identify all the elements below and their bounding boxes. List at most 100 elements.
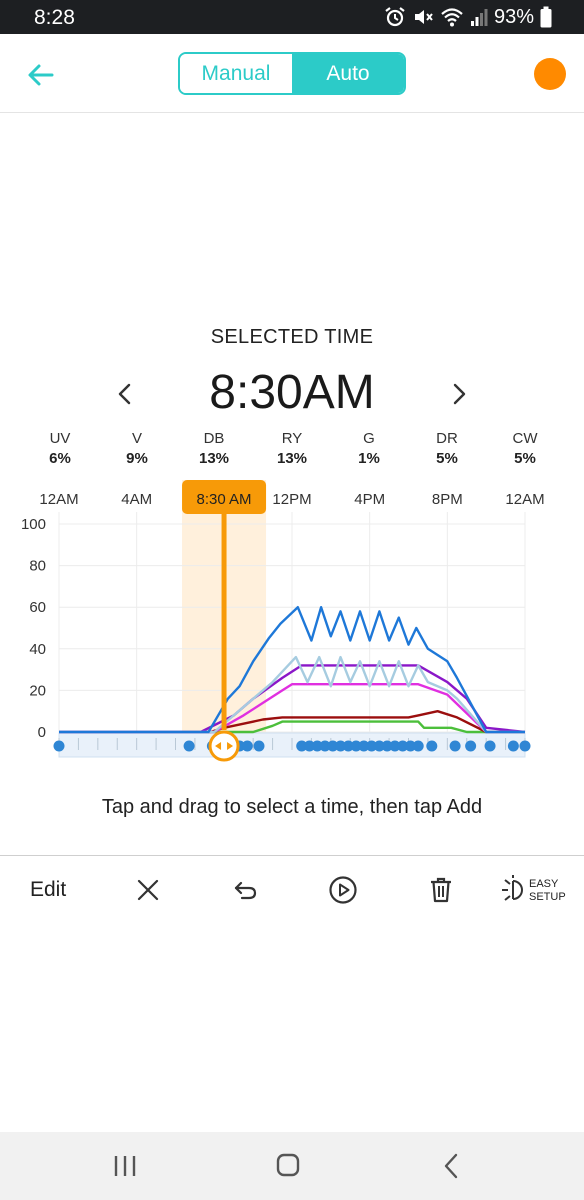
system-nav-bar <box>0 1132 584 1200</box>
status-time: 8:28 <box>34 6 75 29</box>
schedule-point <box>465 740 477 752</box>
mode-toggle[interactable]: Manual Auto <box>178 52 406 95</box>
home-icon <box>276 1153 300 1177</box>
alarm-icon <box>385 7 405 27</box>
schedule-chart[interactable]: 100 80 60 40 20 0 12AM 4AM 8:30 AM 12PM 4PM 8PM 12AM <box>0 476 584 766</box>
easy-setup-label[interactable]: EASY SETUP <box>529 878 566 904</box>
system-back-button[interactable] <box>434 1150 470 1182</box>
x-tick-label: 12PM <box>272 491 311 508</box>
schedule-point <box>183 740 195 752</box>
schedule-point <box>366 740 378 752</box>
delete-button[interactable] <box>423 872 459 908</box>
easy-setup-line1: EASY <box>529 878 559 890</box>
schedule-point <box>449 740 461 752</box>
previous-time-button[interactable] <box>110 379 140 409</box>
undo-button[interactable] <box>227 872 263 908</box>
easy-setup-line2: SETUP <box>529 891 566 903</box>
x-tick-label: 4PM <box>354 491 385 508</box>
schedule-point <box>484 740 496 752</box>
undo-icon <box>234 881 257 900</box>
channel-percent: 1% <box>358 450 380 467</box>
x-tick-label: 8PM <box>432 491 463 508</box>
channel-name: V <box>131 430 142 447</box>
x-tick-label-selected: 8:30 AM <box>197 491 252 508</box>
series-line-lightblue <box>59 655 525 734</box>
play-button[interactable] <box>325 872 361 908</box>
manual-mode-tab[interactable]: Manual <box>180 54 292 93</box>
channel-name: RY <box>281 430 303 447</box>
channel-dr: DR 5% <box>417 430 477 467</box>
time-drag-handle <box>208 730 240 762</box>
channel-uv: UV 6% <box>30 430 90 467</box>
edit-button[interactable]: Edit <box>30 878 67 901</box>
easy-setup-button[interactable] <box>498 872 526 908</box>
back-button[interactable] <box>24 58 58 92</box>
home-button[interactable] <box>270 1150 306 1182</box>
chevron-right-icon <box>453 383 466 405</box>
schedule-point <box>507 740 519 752</box>
trash-icon <box>431 877 451 903</box>
recent-apps-icon <box>114 1156 136 1176</box>
chevron-left-icon <box>118 383 131 405</box>
schedule-point <box>303 740 315 752</box>
channel-ry: RY 13% <box>262 430 322 467</box>
schedule-point <box>253 740 265 752</box>
schedule-point <box>397 740 409 752</box>
y-tick-label: 20 <box>29 682 46 699</box>
channel-name: G <box>363 430 375 447</box>
battery-icon <box>540 6 552 28</box>
hint-text: Tap and drag to select a time, then tap … <box>101 796 483 818</box>
channel-name: DR <box>436 430 458 447</box>
x-tick-label: 12AM <box>505 491 544 508</box>
wifi-icon <box>441 8 463 27</box>
channel-percent: 9% <box>126 450 148 467</box>
schedule-point <box>350 740 362 752</box>
status-bar: 8:28 93% <box>0 0 584 34</box>
schedule-point <box>319 740 331 752</box>
schedule-point <box>373 740 385 752</box>
channel-name: CW <box>512 430 538 447</box>
y-tick-label: 60 <box>29 599 46 616</box>
recent-apps-button[interactable] <box>107 1150 143 1182</box>
arrow-left-icon <box>28 64 54 86</box>
next-time-button[interactable] <box>444 379 474 409</box>
close-icon <box>137 879 159 901</box>
auto-mode-tab[interactable]: Auto <box>292 54 404 93</box>
selected-time-row: 8:30AM <box>0 365 584 427</box>
device-status-dot[interactable] <box>534 58 566 90</box>
series-line-magenta <box>59 682 525 734</box>
schedule-point <box>327 740 339 752</box>
y-tick-label: 40 <box>29 641 46 658</box>
x-tick-label: 4AM <box>121 491 152 508</box>
channel-name: UV <box>49 430 71 447</box>
channel-percent: 13% <box>276 450 308 467</box>
play-icon <box>329 876 357 904</box>
schedule-point <box>358 740 370 752</box>
selected-time-title: SELECTED TIME <box>210 326 374 348</box>
channel-g: G 1% <box>339 430 399 467</box>
schedule-point <box>342 740 354 752</box>
y-tick-label: 80 <box>29 558 46 575</box>
schedule-point <box>335 740 347 752</box>
schedule-point <box>381 740 393 752</box>
selected-time-tab <box>182 480 267 514</box>
drag-arrows-icon <box>215 742 234 750</box>
y-tick-label: 0 <box>38 724 46 741</box>
series-line-green <box>59 720 525 734</box>
cancel-button[interactable] <box>130 872 166 908</box>
selected-time-value: 8:30AM <box>209 366 375 419</box>
signal-icon <box>470 9 488 26</box>
schedule-point <box>412 740 424 752</box>
back-icon <box>444 1153 458 1179</box>
bottom-toolbar: Edit EASY SETUP <box>0 855 584 925</box>
schedule-point <box>311 740 323 752</box>
channel-cw: CW 5% <box>495 430 555 467</box>
series-line-blue <box>59 605 525 734</box>
x-tick-label: 12AM <box>39 491 78 508</box>
easy-setup-icon <box>502 875 523 901</box>
channel-percent: 5% <box>514 450 536 467</box>
battery-percent: 93% <box>493 5 534 28</box>
channel-name: DB <box>203 430 225 447</box>
channel-v: V 9% <box>107 430 167 467</box>
channel-percent: 5% <box>436 450 458 467</box>
